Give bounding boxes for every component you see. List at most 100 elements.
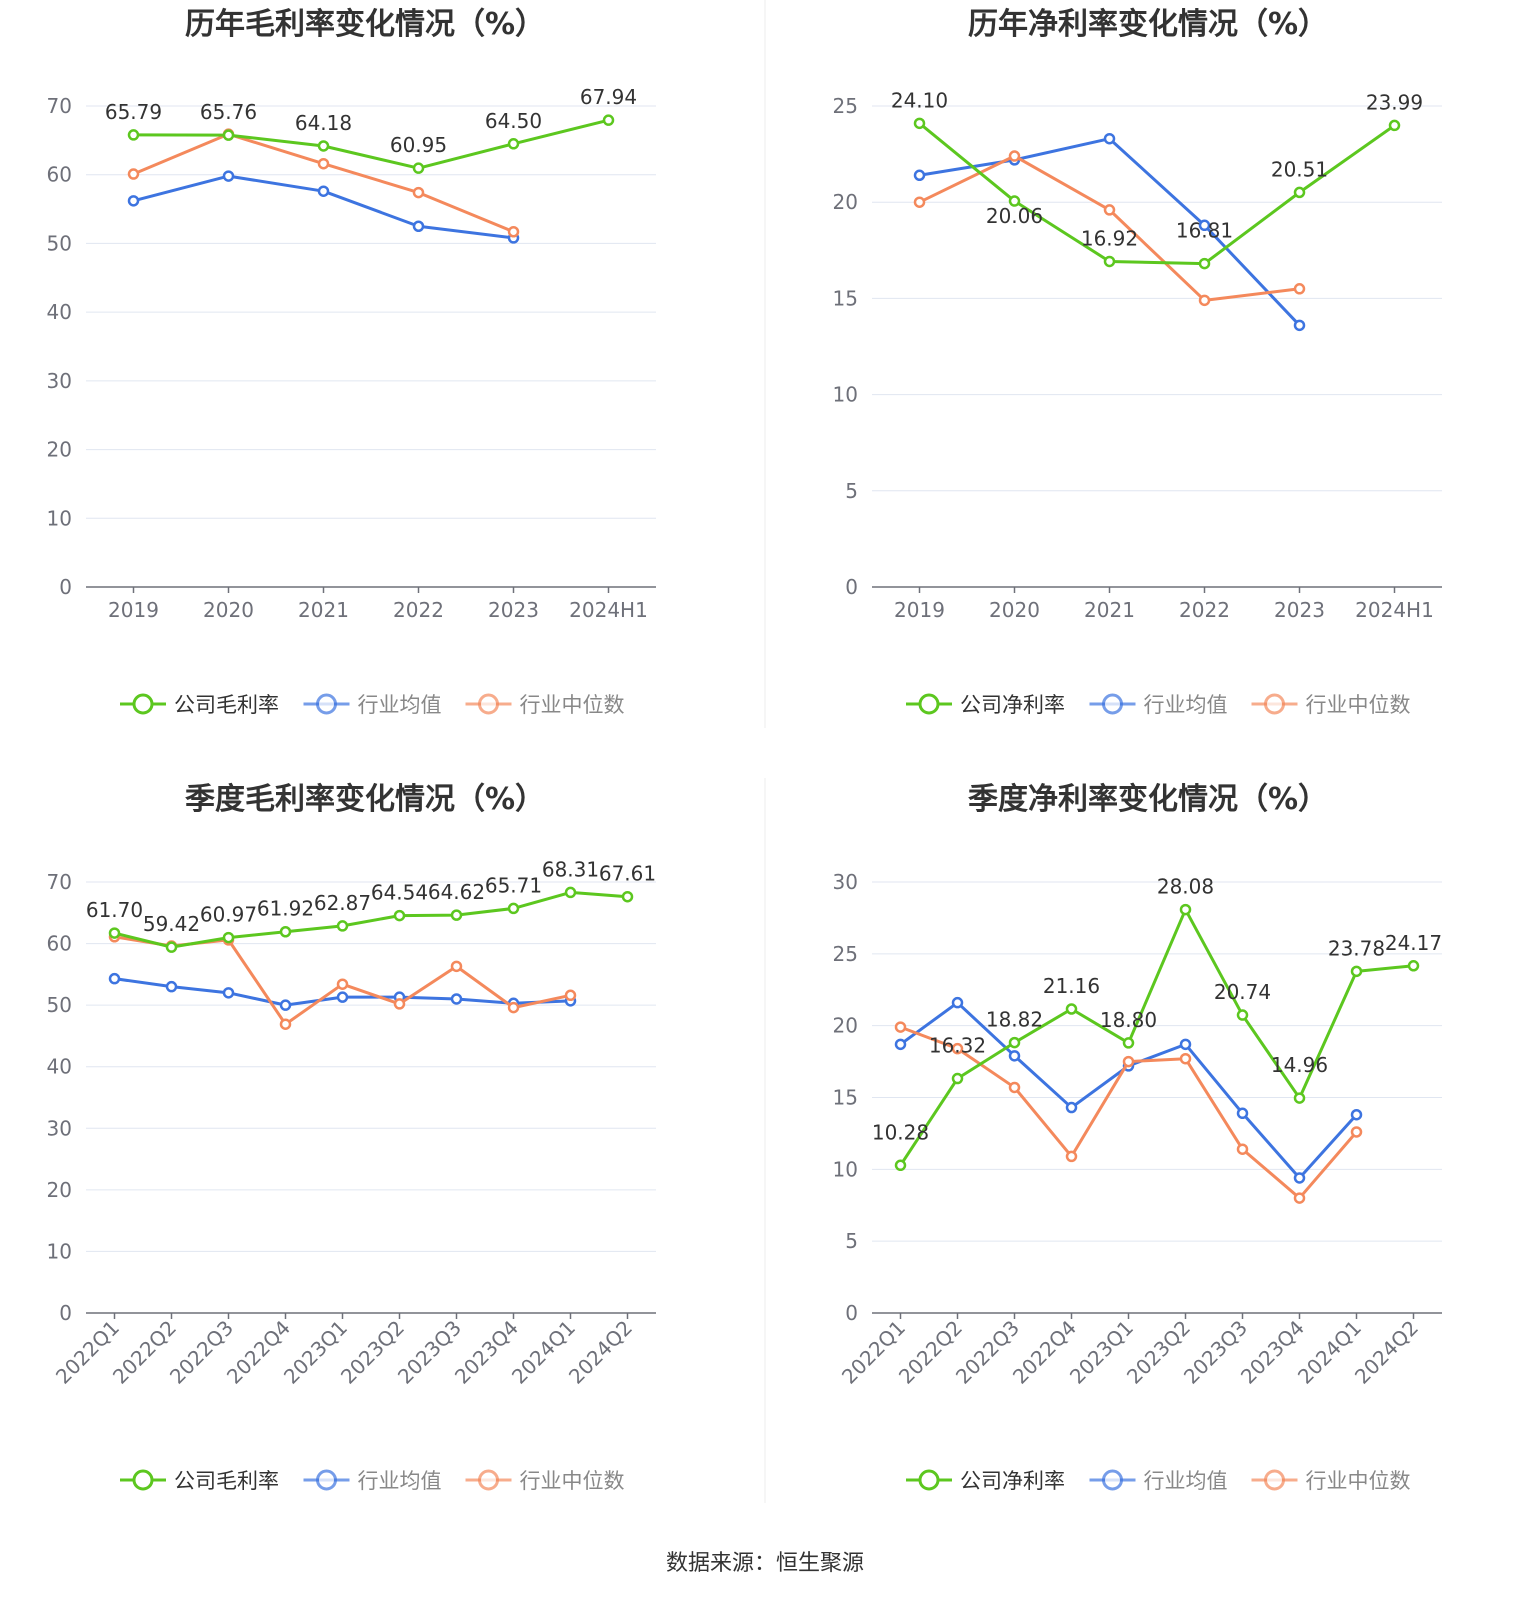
quarterly-gross-data-point[interactable] — [165, 941, 178, 953]
quarterly-gross-data-label: 62.87 — [314, 891, 371, 915]
quarterly-gross-data-point[interactable] — [336, 920, 349, 932]
quarterly-gross-data-point[interactable] — [222, 987, 235, 999]
annual-net-data-point[interactable] — [1198, 257, 1211, 270]
annual-net-data-point[interactable] — [1103, 132, 1116, 145]
quarterly-net-data-label: 23.78 — [1328, 936, 1385, 960]
annual-gross-data-point[interactable] — [127, 129, 140, 141]
quarterly-gross-data-point[interactable] — [108, 972, 121, 985]
quarterly-net-data-point[interactable] — [1179, 903, 1192, 916]
quarterly-net-data-point[interactable] — [1236, 1143, 1249, 1155]
annual-gross-legend-item-1[interactable]: 行业均值 — [303, 693, 442, 717]
annual-gross-data-point[interactable] — [507, 138, 520, 150]
annual-gross-data-point[interactable] — [222, 129, 235, 141]
quarterly-net-data-point[interactable] — [894, 1038, 907, 1051]
quarterly-net-data-point[interactable] — [1350, 965, 1363, 978]
annual-gross-data-point[interactable] — [317, 140, 330, 152]
annual-net-data-point[interactable] — [1293, 186, 1306, 199]
quarterly-net-data-point[interactable] — [1350, 1108, 1363, 1121]
quarterly-net-legend-item-1[interactable]: 行业均值 — [1089, 1469, 1228, 1493]
quarterly-net-data-point[interactable] — [1122, 1037, 1135, 1049]
quarterly-gross-data-point[interactable] — [222, 931, 235, 944]
annual-net-data-point[interactable] — [913, 169, 926, 182]
quarterly-gross-data-point[interactable] — [279, 999, 292, 1011]
quarterly-net-data-point[interactable] — [1293, 1092, 1306, 1104]
annual-gross-data-point[interactable] — [127, 195, 140, 207]
annual-net-data-point[interactable] — [1198, 294, 1211, 307]
quarterly-gross-data-point[interactable] — [450, 993, 463, 1005]
annual-gross-y-tick-label: 50 — [47, 231, 72, 255]
quarterly-gross-data-point[interactable] — [279, 1018, 292, 1030]
quarterly-gross-data-point[interactable] — [450, 960, 463, 973]
quarterly-gross-data-point[interactable] — [279, 925, 292, 938]
annual-gross-legend-item-2[interactable]: 行业中位数 — [465, 693, 625, 717]
quarterly-gross-data-point[interactable] — [564, 886, 577, 899]
quarterly-gross-data-point[interactable] — [108, 927, 121, 939]
quarterly-net-data-point[interactable] — [894, 1021, 907, 1033]
quarterly-gross-legend-item-2[interactable]: 行业中位数 — [465, 1469, 625, 1493]
annual-net-legend-item-0[interactable]: 公司净利率 — [906, 693, 1065, 717]
quarterly-net-data-point[interactable] — [1407, 960, 1420, 972]
annual-net-data-point[interactable] — [1103, 204, 1116, 216]
quarterly-gross-data-label: 60.97 — [200, 903, 257, 927]
quarterly-gross-data-point[interactable] — [393, 998, 406, 1010]
annual-gross-legend-item-0[interactable]: 公司毛利率 — [120, 693, 279, 717]
quarterly-net-data-point[interactable] — [894, 1159, 907, 1172]
annual-net-data-point[interactable] — [1008, 150, 1021, 162]
quarterly-net-data-point[interactable] — [1065, 1003, 1078, 1015]
quarterly-net-data-point[interactable] — [1236, 1107, 1249, 1120]
quarterly-net-data-point[interactable] — [1179, 1052, 1192, 1065]
annual-net-data-point[interactable] — [1008, 195, 1021, 207]
annual-net-data-point[interactable] — [1103, 255, 1116, 268]
quarterly-gross-data-point[interactable] — [336, 978, 349, 990]
quarterly-net-data-point[interactable] — [1293, 1192, 1306, 1204]
legend-label: 公司净利率 — [960, 1469, 1065, 1493]
quarterly-gross-legend-item-0[interactable]: 公司毛利率 — [120, 1469, 279, 1493]
legend-circle-icon — [1264, 693, 1285, 715]
annual-gross-data-point[interactable] — [412, 220, 425, 232]
annual-net-data-point[interactable] — [1388, 119, 1401, 132]
quarterly-net-data-point[interactable] — [1065, 1150, 1078, 1163]
quarterly-net-y-tick-label: 25 — [833, 942, 858, 966]
quarterly-net-data-point[interactable] — [1350, 1126, 1363, 1138]
annual-gross-data-point[interactable] — [602, 114, 615, 126]
annual-net-data-point[interactable] — [913, 117, 926, 130]
quarterly-net-data-point[interactable] — [951, 996, 964, 1009]
quarterly-net-legend-item-2[interactable]: 行业中位数 — [1251, 1469, 1411, 1493]
quarterly-net-data-point[interactable] — [1236, 1009, 1249, 1021]
quarterly-gross-data-point[interactable] — [507, 1001, 520, 1014]
quarterly-net-data-point[interactable] — [1008, 1081, 1021, 1094]
quarterly-net-data-point[interactable] — [1008, 1036, 1021, 1049]
annual-gross-data-point[interactable] — [317, 157, 330, 170]
quarterly-net-data-point[interactable] — [1293, 1172, 1306, 1184]
quarterly-net-data-point[interactable] — [1065, 1101, 1078, 1114]
quarterly-gross-legend-item-1[interactable]: 行业均值 — [303, 1469, 442, 1493]
quarterly-net-data-point[interactable] — [1122, 1055, 1135, 1068]
quarterly-gross-data-label: 64.54 — [371, 881, 428, 905]
quarterly-net-data-point[interactable] — [951, 1042, 964, 1055]
annual-net-data-point[interactable] — [913, 196, 926, 208]
quarterly-gross-data-point[interactable] — [393, 909, 406, 922]
quarterly-gross-data-point[interactable] — [165, 980, 178, 993]
quarterly-gross-data-point[interactable] — [450, 909, 463, 921]
annual-gross-data-point[interactable] — [317, 185, 330, 197]
quarterly-net-legend-item-0[interactable]: 公司净利率 — [906, 1469, 1065, 1493]
quarterly-gross-data-point[interactable] — [621, 890, 634, 903]
quarterly-gross-data-point[interactable] — [564, 989, 577, 1002]
annual-net-legend-item-2[interactable]: 行业中位数 — [1251, 693, 1411, 717]
annual-gross-data-point[interactable] — [412, 186, 425, 199]
quarterly-gross-data-point[interactable] — [336, 991, 349, 1003]
quarterly-net-data-point[interactable] — [1008, 1050, 1021, 1062]
annual-net-data-point[interactable] — [1198, 219, 1211, 232]
annual-gross-data-point[interactable] — [507, 225, 520, 238]
quarterly-net-data-point[interactable] — [951, 1072, 964, 1085]
quarterly-net-data-point[interactable] — [1179, 1038, 1192, 1051]
quarterly-gross-y-tick-label: 50 — [47, 993, 72, 1017]
annual-net-data-point[interactable] — [1293, 283, 1306, 295]
annual-gross-data-point[interactable] — [127, 168, 140, 180]
annual-gross-data-point[interactable] — [222, 170, 235, 182]
annual-gross-data-point[interactable] — [412, 162, 425, 174]
quarterly-gross-data-point[interactable] — [507, 902, 520, 915]
annual-gross-data-label: 65.79 — [105, 100, 162, 124]
annual-net-data-point[interactable] — [1293, 319, 1306, 332]
annual-net-legend-item-1[interactable]: 行业均值 — [1089, 693, 1228, 717]
